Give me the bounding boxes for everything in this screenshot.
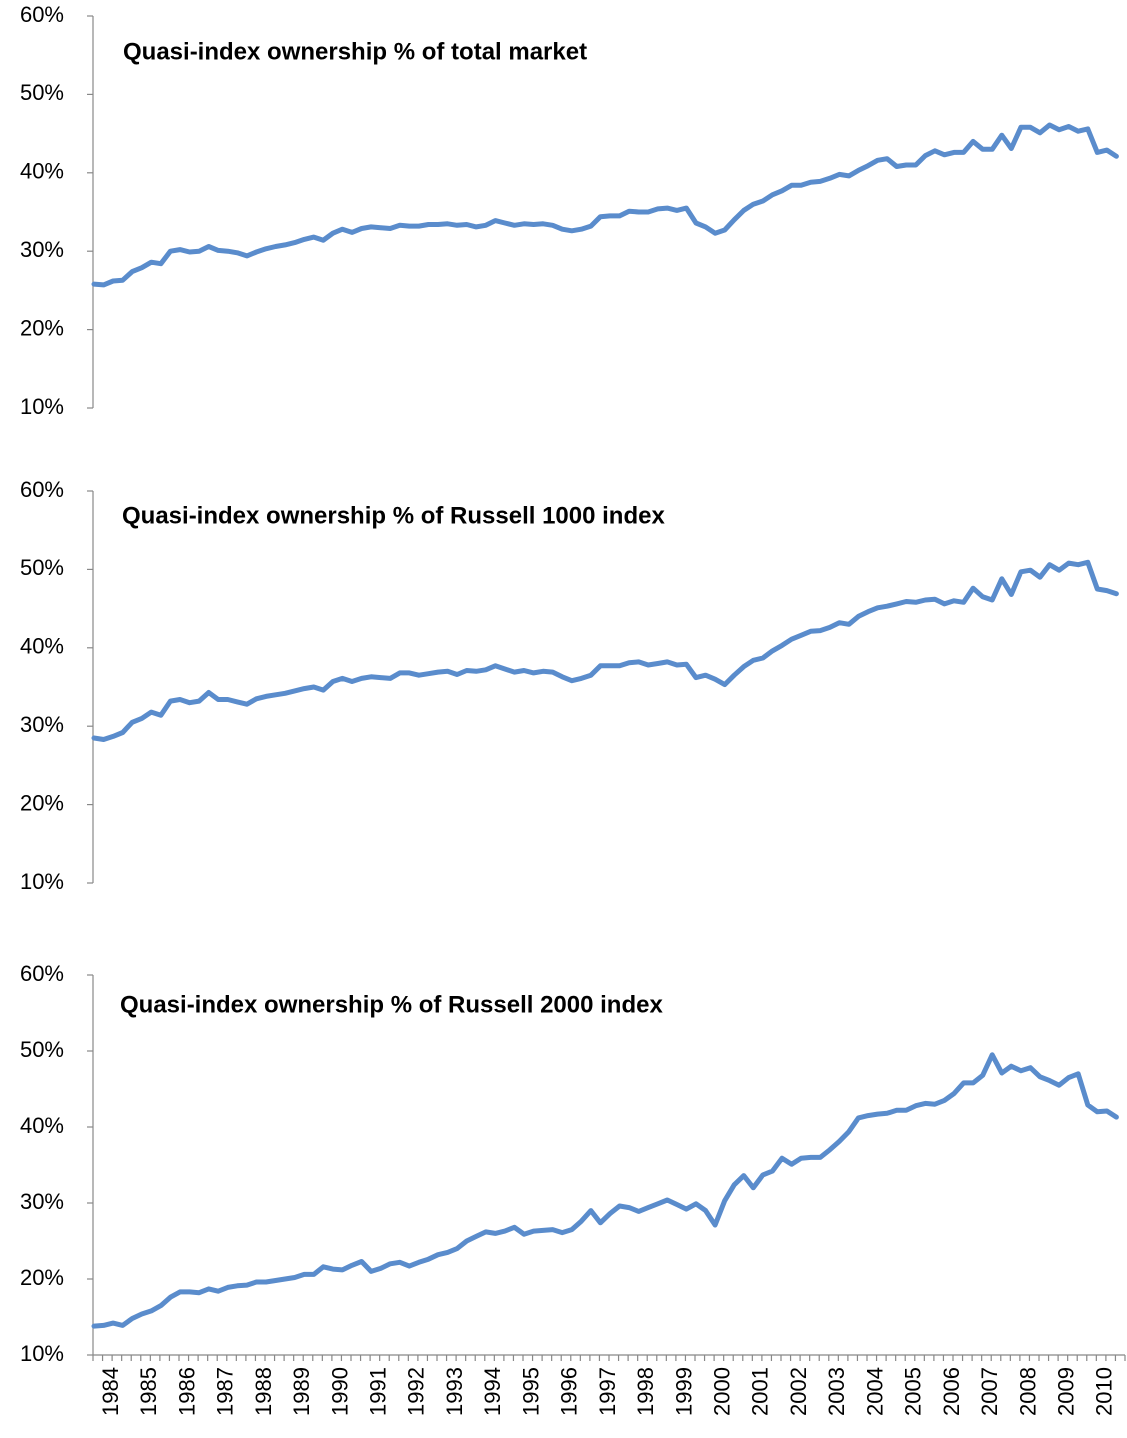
y-tick-label: 40% <box>20 634 64 659</box>
x-tick-label: 2005 <box>901 1367 926 1416</box>
y-tick-label: 50% <box>20 555 64 580</box>
x-tick-label: 2006 <box>939 1367 964 1416</box>
x-tick-label: 1990 <box>327 1367 352 1416</box>
x-tick-label: 1986 <box>174 1367 199 1416</box>
x-tick-label: 1989 <box>289 1367 314 1416</box>
x-tick-label: 1997 <box>595 1367 620 1416</box>
x-tick-label: 2004 <box>862 1367 887 1416</box>
y-tick-label: 10% <box>20 394 64 419</box>
y-tick-label: 40% <box>20 1113 64 1138</box>
chart-title: Quasi-index ownership % of total market <box>123 38 587 65</box>
x-tick-label: 1994 <box>480 1367 505 1416</box>
y-tick-label: 60% <box>20 2 64 27</box>
data-line <box>91 559 1119 742</box>
x-tick-label: 1991 <box>365 1367 390 1416</box>
y-tick-label: 20% <box>20 315 64 340</box>
x-tick-label: 1985 <box>136 1367 161 1416</box>
x-tick-label: 1999 <box>671 1367 696 1416</box>
x-tick-label: 2010 <box>1092 1367 1117 1416</box>
chart-title: Quasi-index ownership % of Russell 1000 … <box>122 502 665 529</box>
x-tick-label: 2008 <box>1015 1367 1040 1416</box>
chart-title: Quasi-index ownership % of Russell 2000 … <box>120 991 663 1018</box>
x-tick-label: 2003 <box>824 1367 849 1416</box>
y-tick-label: 60% <box>20 477 64 502</box>
x-tick-label: 2000 <box>709 1367 734 1416</box>
x-tick-label: 2009 <box>1053 1367 1078 1416</box>
y-tick-label: 50% <box>20 80 64 105</box>
x-tick-label: 1988 <box>251 1367 276 1416</box>
x-tick-label: 1987 <box>213 1367 238 1416</box>
x-tick-label: 1996 <box>557 1367 582 1416</box>
y-tick-label: 60% <box>20 961 64 986</box>
x-tick-label: 2002 <box>786 1367 811 1416</box>
y-tick-label: 40% <box>20 159 64 184</box>
x-tick-label: 2007 <box>977 1367 1002 1416</box>
y-tick-label: 30% <box>20 237 64 262</box>
y-tick-label: 30% <box>20 1189 64 1214</box>
x-tick-label: 1998 <box>633 1367 658 1416</box>
data-line <box>91 122 1119 288</box>
x-tick-label: 1993 <box>442 1367 467 1416</box>
y-tick-label: 30% <box>20 712 64 737</box>
x-tick-label: 1995 <box>518 1367 543 1416</box>
x-tick-label: 2001 <box>748 1367 773 1416</box>
y-tick-label: 10% <box>20 1341 64 1366</box>
data-line <box>91 1052 1119 1329</box>
y-tick-label: 20% <box>20 790 64 815</box>
y-tick-label: 20% <box>20 1265 64 1290</box>
x-tick-label: 1992 <box>404 1367 429 1416</box>
y-tick-label: 10% <box>20 869 64 894</box>
y-tick-label: 50% <box>20 1037 64 1062</box>
x-tick-label: 1984 <box>98 1367 123 1416</box>
